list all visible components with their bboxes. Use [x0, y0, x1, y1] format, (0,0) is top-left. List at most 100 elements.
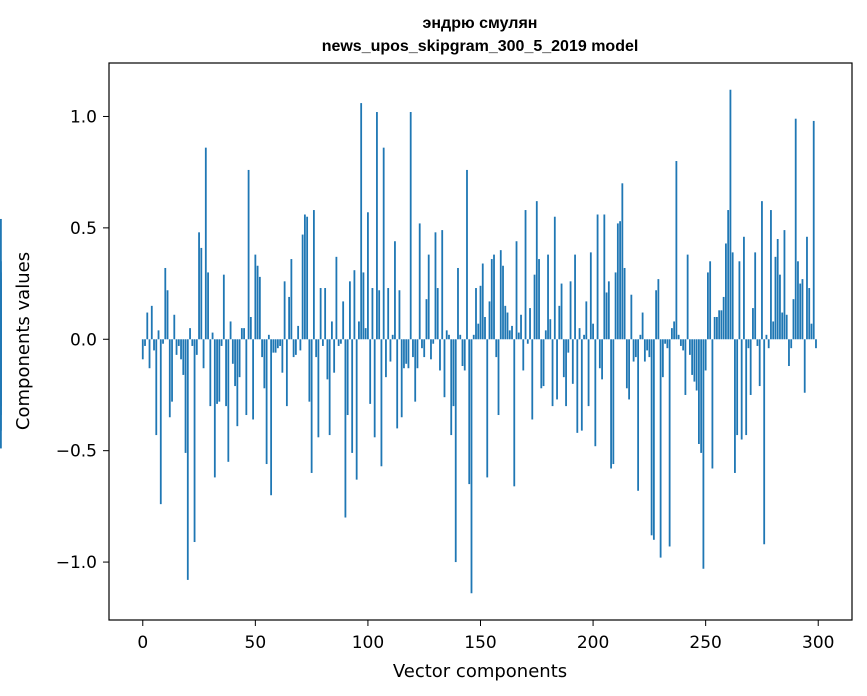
- bar-250: [704, 339, 707, 371]
- bar-69: [297, 325, 300, 340]
- bar-235: [670, 328, 673, 340]
- bar-67: [292, 339, 295, 358]
- bar-205: [603, 214, 606, 340]
- bar-183: [553, 216, 556, 340]
- bar-55: [265, 339, 268, 465]
- y-tick-label: 0.0: [70, 330, 97, 350]
- bar-211: [616, 223, 619, 340]
- bar-57: [270, 339, 273, 496]
- bar-286: [785, 314, 788, 340]
- bar-233: [666, 339, 669, 349]
- bar-22: [191, 339, 194, 346]
- bar-17: [180, 339, 182, 360]
- bar-252: [709, 261, 712, 340]
- bar-34: [218, 339, 221, 402]
- bar-19: [184, 339, 187, 453]
- bar-29: [207, 272, 209, 340]
- bar-291: [797, 261, 799, 340]
- bar-149: [477, 323, 480, 340]
- bar-125: [423, 339, 426, 358]
- bar-297: [810, 323, 813, 340]
- bar-204: [601, 339, 603, 380]
- bar-198: [587, 339, 590, 407]
- bar-153: [486, 339, 489, 478]
- bar-254: [713, 316, 716, 340]
- bar-20: [186, 339, 189, 580]
- bar-281: [774, 256, 777, 340]
- bar-128: [430, 339, 432, 360]
- bar-146: [470, 339, 473, 594]
- bar-10: [164, 267, 167, 340]
- bar-257: [720, 310, 723, 340]
- x-tick-label: 0: [137, 633, 148, 653]
- x-axis-label: Vector components: [393, 661, 567, 682]
- bar-23: [193, 339, 196, 543]
- bar-54: [263, 339, 266, 389]
- bar-200: [592, 323, 594, 340]
- x-axis-ticks: 0 50 100 150 200 250 300: [137, 620, 834, 653]
- bar-283: [779, 274, 781, 340]
- bar-170: [524, 210, 527, 340]
- bar-290: [794, 118, 797, 340]
- bar-172: [529, 308, 531, 340]
- bar-175: [535, 201, 538, 340]
- bar-189: [567, 339, 570, 353]
- bar-70: [299, 339, 302, 351]
- bar-261: [729, 89, 732, 340]
- bar-18: [182, 339, 185, 375]
- bar-85: [333, 339, 336, 373]
- bar-197: [585, 301, 588, 340]
- bar-5: [153, 339, 155, 351]
- bar-undefined: [0, 339, 2, 449]
- bar-234: [668, 339, 671, 547]
- bar-4: [150, 305, 153, 340]
- bar-106: [380, 339, 383, 467]
- bar-207: [607, 281, 610, 340]
- bar-289: [792, 299, 795, 340]
- bar-284: [781, 312, 784, 340]
- bar-72: [303, 214, 306, 340]
- bar-92: [349, 281, 351, 340]
- bar-242: [686, 254, 689, 340]
- bar-75: [310, 339, 313, 473]
- bar-117: [405, 339, 408, 364]
- bar-240: [682, 339, 685, 351]
- bar-267: [743, 236, 745, 340]
- bar-112: [394, 241, 396, 340]
- bar-104: [376, 112, 378, 340]
- bar-167: [517, 332, 520, 340]
- bar-285: [783, 230, 786, 340]
- bar-177: [540, 339, 543, 389]
- bar-232: [664, 339, 667, 344]
- bar-229: [657, 279, 660, 340]
- bar-214: [623, 267, 626, 340]
- bar-0: [141, 339, 144, 360]
- bar-1: [144, 339, 146, 346]
- bar-61: [279, 339, 282, 346]
- bar-196: [583, 334, 585, 340]
- bar-152: [484, 316, 486, 340]
- bar-60: [276, 339, 279, 349]
- bar-89: [342, 301, 345, 340]
- bar-76: [312, 210, 315, 340]
- bar-174: [533, 274, 536, 340]
- x-tick-label: 150: [464, 633, 496, 653]
- bar-295: [806, 236, 808, 340]
- bar-256: [718, 310, 721, 340]
- bar-58: [272, 339, 275, 353]
- bar-93: [351, 339, 354, 453]
- bar-144: [466, 169, 468, 340]
- bar-123: [418, 223, 421, 340]
- bar-8: [159, 339, 162, 505]
- y-tick-label: 0.5: [70, 219, 97, 239]
- bar-9: [162, 339, 164, 344]
- bar-164: [511, 325, 513, 340]
- bar-143: [463, 339, 466, 371]
- bar-227: [652, 339, 655, 540]
- bar-3: [148, 339, 151, 369]
- bar-84: [331, 321, 333, 340]
- bar-138: [452, 339, 455, 407]
- bar-80: [321, 339, 324, 346]
- bar-16: [177, 339, 180, 346]
